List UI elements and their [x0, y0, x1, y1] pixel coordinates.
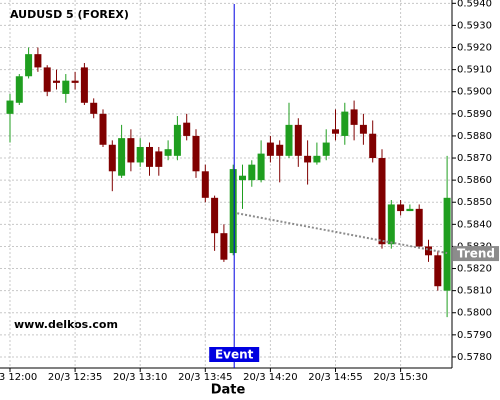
candle-body — [294, 124, 302, 156]
candle-body — [146, 146, 153, 167]
y-tick-label: 0.5850 — [457, 197, 492, 208]
chart-title: AUDUSD 5 (FOREX) — [10, 8, 129, 21]
candle-body — [285, 124, 293, 156]
y-tick-label: 0.5790 — [457, 330, 492, 341]
candle-body — [108, 144, 116, 172]
y-tick-label: 0.5840 — [457, 219, 492, 230]
x-tick-label: 20/3 15:30 — [373, 372, 427, 383]
y-tick-label: 0.5880 — [457, 131, 492, 142]
trend-label-box — [453, 246, 499, 262]
candle-body — [80, 67, 88, 103]
candle-body — [248, 164, 256, 181]
x-tick-label: 20/3 13:45 — [178, 372, 232, 383]
y-tick-label: 0.5900 — [457, 87, 492, 98]
event-label: Event — [215, 348, 254, 362]
candle-body — [118, 138, 126, 176]
y-tick-label: 0.5910 — [457, 65, 492, 76]
y-tick-label: 0.5800 — [457, 308, 492, 319]
y-tick-label: 0.5860 — [457, 175, 492, 186]
candle-body — [322, 142, 330, 156]
candle-body — [62, 80, 70, 94]
y-tick-label: 0.5930 — [457, 20, 492, 31]
y-tick-label: 0.5890 — [457, 109, 492, 120]
candle-body — [34, 54, 42, 68]
candle-body — [406, 208, 414, 212]
candle-body — [266, 142, 274, 156]
y-tick-label: 0.5940 — [457, 0, 492, 9]
candle-body — [127, 138, 135, 163]
candle-body — [211, 197, 219, 234]
y-tick-label: 0.5920 — [457, 43, 492, 54]
candle-body — [43, 67, 51, 92]
candle-body — [229, 169, 237, 254]
x-axis-label: Date — [211, 383, 246, 398]
candle-body — [183, 122, 191, 136]
candle-body — [415, 208, 423, 247]
candle-body — [6, 100, 14, 114]
x-tick-label: 20/3 12:35 — [48, 372, 102, 383]
candle-body — [425, 246, 432, 256]
candle-body — [99, 113, 107, 145]
y-tick-label: 0.5820 — [457, 264, 492, 275]
candle-body — [369, 133, 377, 159]
candle-body — [201, 171, 209, 198]
candle-body — [434, 255, 442, 287]
y-tick-label: 0.5810 — [457, 286, 492, 297]
candle-body — [136, 146, 144, 163]
candle-body — [257, 153, 265, 181]
x-tick-label: 20/3 14:55 — [308, 372, 362, 383]
x-tick-label: 20/3 14:20 — [243, 372, 297, 383]
y-tick-label: 0.5870 — [457, 153, 492, 164]
candle-body — [276, 144, 284, 156]
candle-body — [359, 124, 367, 134]
candle-body — [192, 135, 200, 172]
candle-body — [313, 155, 321, 163]
candle-body — [378, 158, 386, 245]
candle-body — [53, 80, 60, 83]
candle-body — [332, 129, 339, 134]
candle-body — [350, 109, 358, 125]
candle-body — [90, 102, 98, 114]
candle-body — [155, 151, 163, 167]
x-tick-label: 20/3 12:00 — [0, 372, 37, 383]
event-label-box — [209, 347, 260, 362]
trend-line — [237, 212, 448, 255]
candle-body — [173, 124, 181, 156]
candle-body — [397, 204, 405, 212]
candle-body — [25, 54, 33, 77]
y-tick-label: 0.5780 — [457, 352, 492, 363]
x-tick-label: 20/3 13:10 — [113, 372, 167, 383]
watermark: www.delkos.com — [14, 318, 118, 331]
candle-body — [71, 80, 79, 83]
candle-body — [341, 111, 349, 136]
candle-body — [164, 149, 172, 156]
candle-body — [387, 204, 395, 245]
candle-body — [304, 155, 312, 163]
candle-body — [443, 197, 451, 291]
candle-body — [220, 233, 228, 260]
candle-body — [239, 175, 246, 181]
trend-label: Trend — [457, 247, 495, 261]
candle-body — [15, 76, 23, 103]
